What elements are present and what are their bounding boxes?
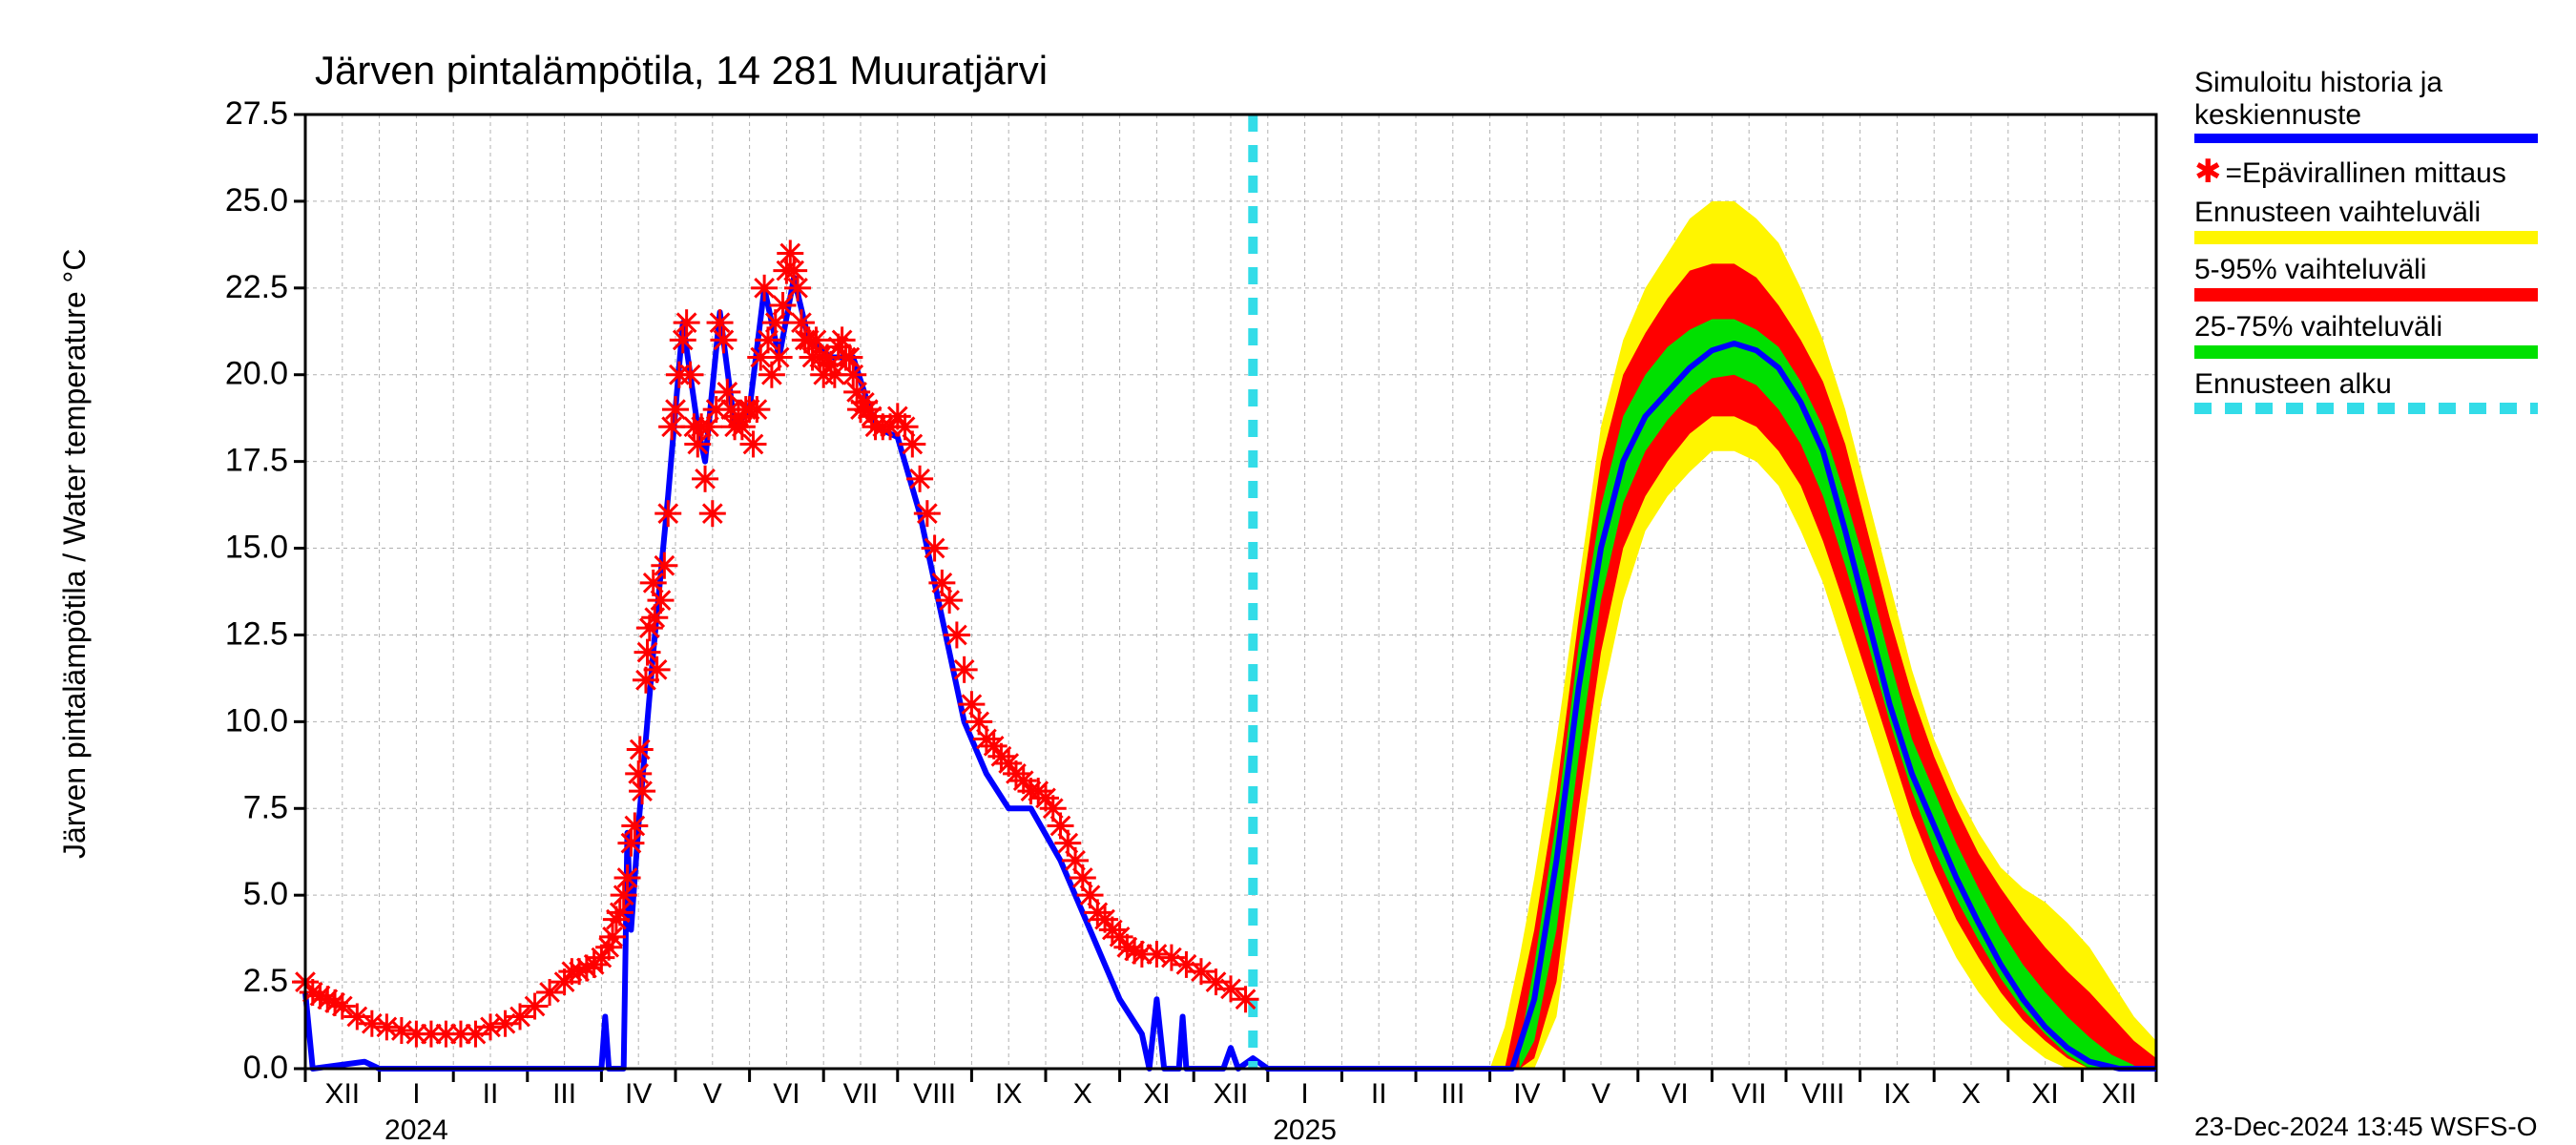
legend-item: Simuloitu historia jakeskiennuste — [2194, 67, 2557, 143]
svg-text:VI: VI — [1661, 1078, 1688, 1110]
svg-text:VII: VII — [843, 1078, 879, 1110]
svg-text:15.0: 15.0 — [225, 530, 288, 566]
svg-text:20.0: 20.0 — [225, 356, 288, 392]
footer-timestamp: 23-Dec-2024 13:45 WSFS-O — [2194, 1112, 2538, 1142]
svg-text:V: V — [703, 1078, 722, 1110]
legend-item: ✱=Epävirallinen mittaus — [2194, 153, 2557, 191]
legend-item: Ennusteen vaihteluväli — [2194, 197, 2557, 244]
legend: Simuloitu historia jakeskiennuste ✱=Epävi… — [2194, 67, 2557, 424]
chart-container: Järven pintalämpötila, 14 281 Muuratjärv… — [0, 0, 2576, 1145]
svg-text:III: III — [1441, 1078, 1465, 1110]
svg-text:VI: VI — [773, 1078, 800, 1110]
svg-text:27.5: 27.5 — [225, 95, 288, 132]
svg-text:25.0: 25.0 — [225, 182, 288, 219]
svg-text:12.5: 12.5 — [225, 615, 288, 652]
svg-text:IX: IX — [1883, 1078, 1910, 1110]
svg-text:X: X — [1962, 1078, 1981, 1110]
legend-item: 25-75% vaihteluväli — [2194, 311, 2557, 359]
svg-text:XI: XI — [1143, 1078, 1170, 1110]
svg-text:2024: 2024 — [384, 1114, 448, 1145]
svg-text:III: III — [552, 1078, 576, 1110]
svg-text:7.5: 7.5 — [243, 789, 288, 825]
svg-text:VIII: VIII — [1801, 1078, 1844, 1110]
y-axis-label: Järven pintalämpötila / Water temperatur… — [57, 249, 93, 859]
chart-title: Järven pintalämpötila, 14 281 Muuratjärv… — [315, 48, 1048, 94]
svg-text:10.0: 10.0 — [225, 702, 288, 739]
svg-text:IV: IV — [1513, 1078, 1540, 1110]
svg-text:5.0: 5.0 — [243, 876, 288, 912]
svg-text:VIII: VIII — [913, 1078, 956, 1110]
svg-text:II: II — [1371, 1078, 1387, 1110]
svg-text:2025: 2025 — [1273, 1114, 1337, 1145]
svg-text:XI: XI — [2031, 1078, 2058, 1110]
svg-text:22.5: 22.5 — [225, 269, 288, 305]
svg-text:17.5: 17.5 — [225, 443, 288, 479]
svg-text:2.5: 2.5 — [243, 963, 288, 999]
svg-text:XII: XII — [1214, 1078, 1249, 1110]
legend-item: 5-95% vaihteluväli — [2194, 254, 2557, 302]
svg-text:XII: XII — [2102, 1078, 2137, 1110]
svg-text:IV: IV — [625, 1078, 652, 1110]
svg-text:I: I — [1300, 1078, 1308, 1110]
svg-text:II: II — [483, 1078, 499, 1110]
svg-text:X: X — [1073, 1078, 1092, 1110]
svg-text:I: I — [412, 1078, 420, 1110]
legend-item: Ennusteen alku — [2194, 368, 2557, 414]
svg-text:VII: VII — [1732, 1078, 1767, 1110]
svg-text:XII: XII — [324, 1078, 360, 1110]
svg-text:V: V — [1591, 1078, 1610, 1110]
svg-text:0.0: 0.0 — [243, 1050, 288, 1086]
plot-area: 0.0 2.5 5.0 7.5 10.0 12.5 15.0 17.5 20.0 22.5 25.0… — [0, 0, 2576, 1145]
svg-text:IX: IX — [995, 1078, 1022, 1110]
